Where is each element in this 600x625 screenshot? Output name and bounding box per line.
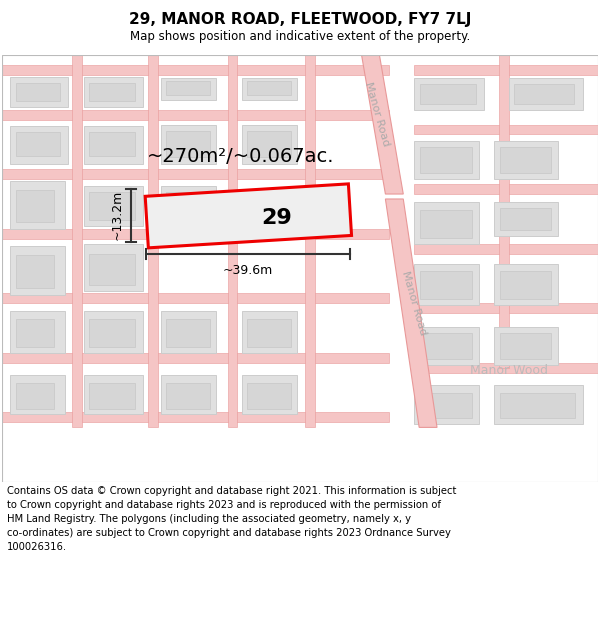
Polygon shape — [494, 384, 583, 424]
Polygon shape — [2, 293, 389, 303]
Polygon shape — [420, 84, 476, 104]
Polygon shape — [16, 319, 54, 347]
Polygon shape — [414, 141, 479, 179]
Polygon shape — [166, 192, 209, 220]
Polygon shape — [166, 81, 209, 95]
Polygon shape — [89, 319, 135, 347]
Polygon shape — [10, 375, 65, 414]
Polygon shape — [89, 382, 135, 409]
Polygon shape — [385, 199, 437, 428]
Polygon shape — [10, 246, 65, 295]
Polygon shape — [161, 124, 215, 164]
Polygon shape — [242, 311, 297, 353]
Polygon shape — [414, 65, 598, 75]
Polygon shape — [414, 303, 598, 313]
Polygon shape — [89, 192, 135, 220]
Polygon shape — [414, 184, 598, 194]
Polygon shape — [2, 65, 389, 75]
Polygon shape — [161, 375, 215, 414]
Polygon shape — [500, 333, 551, 359]
Polygon shape — [2, 353, 389, 363]
Polygon shape — [83, 77, 143, 107]
Polygon shape — [414, 78, 484, 109]
Polygon shape — [420, 392, 472, 419]
Polygon shape — [305, 55, 315, 428]
Polygon shape — [161, 311, 215, 353]
Text: ~13.2m: ~13.2m — [110, 190, 123, 241]
Polygon shape — [247, 382, 291, 409]
Polygon shape — [10, 181, 65, 229]
Polygon shape — [414, 202, 479, 244]
Polygon shape — [10, 77, 68, 107]
Polygon shape — [16, 254, 54, 288]
Polygon shape — [514, 84, 574, 104]
Polygon shape — [83, 375, 143, 414]
Polygon shape — [494, 264, 558, 305]
Polygon shape — [2, 109, 389, 119]
Text: ~39.6m: ~39.6m — [223, 264, 273, 276]
Polygon shape — [83, 311, 143, 353]
Polygon shape — [83, 244, 143, 291]
Polygon shape — [500, 271, 551, 299]
Polygon shape — [16, 82, 59, 101]
Text: 29, MANOR ROAD, FLEETWOOD, FY7 7LJ: 29, MANOR ROAD, FLEETWOOD, FY7 7LJ — [129, 12, 471, 27]
Polygon shape — [242, 375, 297, 414]
Polygon shape — [247, 131, 291, 158]
Polygon shape — [161, 78, 215, 99]
Text: Manor Wood: Manor Wood — [470, 364, 548, 378]
Polygon shape — [414, 124, 598, 134]
Polygon shape — [414, 363, 598, 372]
Polygon shape — [414, 384, 479, 424]
Polygon shape — [414, 244, 598, 254]
Polygon shape — [499, 55, 509, 368]
Polygon shape — [500, 392, 575, 419]
Polygon shape — [83, 186, 143, 226]
Polygon shape — [242, 78, 297, 99]
Polygon shape — [2, 169, 389, 179]
Polygon shape — [227, 55, 238, 428]
Polygon shape — [89, 132, 135, 156]
Polygon shape — [145, 184, 352, 248]
Polygon shape — [420, 333, 472, 359]
Polygon shape — [420, 148, 472, 173]
Polygon shape — [414, 327, 479, 365]
Polygon shape — [71, 55, 82, 428]
Polygon shape — [242, 124, 297, 164]
Polygon shape — [247, 319, 291, 347]
Polygon shape — [414, 264, 479, 305]
Text: ~270m²/~0.067ac.: ~270m²/~0.067ac. — [146, 147, 334, 166]
Polygon shape — [16, 190, 54, 222]
Polygon shape — [166, 382, 209, 409]
Polygon shape — [89, 254, 135, 286]
Polygon shape — [2, 229, 389, 239]
Polygon shape — [166, 319, 209, 347]
Polygon shape — [494, 141, 558, 179]
Polygon shape — [89, 82, 135, 101]
Polygon shape — [420, 210, 472, 238]
Polygon shape — [10, 311, 65, 353]
Polygon shape — [509, 78, 583, 109]
Text: 29: 29 — [261, 208, 292, 228]
Polygon shape — [16, 132, 59, 156]
Polygon shape — [161, 186, 215, 226]
Polygon shape — [16, 382, 54, 409]
Polygon shape — [494, 327, 558, 365]
Polygon shape — [166, 131, 209, 158]
Text: Contains OS data © Crown copyright and database right 2021. This information is : Contains OS data © Crown copyright and d… — [7, 486, 457, 552]
Polygon shape — [83, 126, 143, 164]
Polygon shape — [420, 271, 472, 299]
Polygon shape — [247, 81, 291, 95]
Polygon shape — [362, 55, 403, 194]
Polygon shape — [494, 202, 558, 236]
Text: Manor Road: Manor Road — [364, 81, 391, 148]
Polygon shape — [500, 148, 551, 173]
Polygon shape — [2, 412, 389, 422]
Polygon shape — [10, 126, 68, 164]
Polygon shape — [148, 55, 158, 428]
Text: Map shows position and indicative extent of the property.: Map shows position and indicative extent… — [130, 30, 470, 43]
Polygon shape — [500, 208, 551, 230]
Text: Manor Road: Manor Road — [400, 270, 428, 337]
